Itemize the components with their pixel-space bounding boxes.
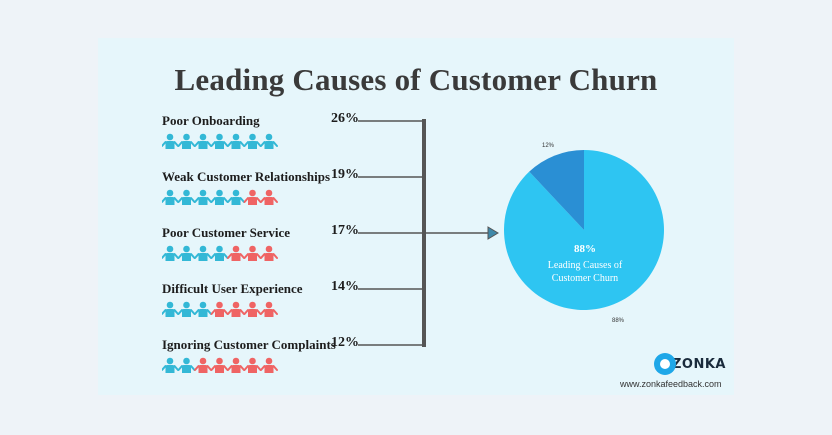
pie-center-label: 88% Leading Causes of Customer Churn	[530, 243, 640, 285]
pie-slice-label-minor: 12%	[542, 143, 555, 149]
brand-logo: ZONKA	[654, 353, 726, 375]
person-icon-red	[210, 301, 229, 317]
logo-text: ZONKA	[672, 356, 726, 372]
person-icon-blue	[260, 133, 278, 149]
website-url: www.zonkafeedback.com	[620, 379, 722, 389]
cause-label: Difficult User Experience	[162, 281, 303, 296]
person-icon-blue	[194, 133, 212, 149]
person-icon-blue	[177, 133, 196, 149]
person-icon-blue	[210, 189, 229, 205]
person-icon-blue	[162, 189, 179, 205]
person-icon-red	[260, 245, 278, 261]
person-icon-blue	[162, 301, 179, 317]
pie-center-text-line-1: Leading Causes of	[547, 260, 623, 271]
arrow-head-icon	[487, 226, 499, 240]
person-icon-red	[260, 189, 278, 205]
people-icons	[162, 357, 278, 373]
person-icon-blue	[194, 301, 212, 317]
person-icon-blue	[227, 189, 245, 205]
cause-percentage: 17%	[331, 223, 359, 238]
cause-percentage: 26%	[331, 111, 359, 126]
people-icons	[162, 245, 278, 261]
pie-center-text-line-2: Customer Churn	[551, 273, 619, 284]
cause-percentage: 14%	[331, 279, 359, 294]
person-icon-blue	[162, 357, 179, 373]
person-icon-red	[243, 357, 262, 373]
zonka-logo-icon	[654, 353, 676, 375]
person-icon-red	[227, 301, 245, 317]
people-icons	[162, 189, 278, 205]
person-icon-blue	[162, 245, 179, 261]
cause-label: Ignoring Customer Complaints	[162, 337, 336, 352]
person-icon-red	[260, 301, 278, 317]
person-icon-blue	[227, 133, 245, 149]
pie-center-value: 88%	[574, 243, 596, 255]
person-icon-blue	[194, 189, 212, 205]
person-icon-red	[243, 245, 262, 261]
chart-title: Leading Causes of Customer Churn	[174, 62, 658, 97]
person-icon-red	[243, 301, 262, 317]
person-icon-blue	[177, 357, 196, 373]
person-icon-blue	[210, 245, 229, 261]
person-icon-red	[243, 189, 262, 205]
people-icons	[162, 133, 278, 149]
person-icon-red	[227, 245, 245, 261]
person-icon-blue	[177, 245, 196, 261]
person-icon-blue	[194, 245, 212, 261]
pie-slice	[529, 150, 584, 230]
person-icon-blue	[177, 189, 196, 205]
cause-label: Poor Customer Service	[162, 225, 291, 240]
cause-label: Poor Onboarding	[162, 113, 260, 128]
person-icon-red	[210, 357, 229, 373]
person-icon-blue	[177, 301, 196, 317]
person-icon-red	[194, 357, 212, 373]
person-icon-red	[227, 357, 245, 373]
cause-percentage: 12%	[331, 335, 359, 350]
person-icon-blue	[162, 133, 179, 149]
cause-label: Weak Customer Relationships	[162, 169, 331, 184]
people-icons	[162, 301, 278, 317]
cause-percentage: 19%	[331, 167, 359, 182]
person-icon-blue	[210, 133, 229, 149]
pie-slice-label-main: 88%	[612, 318, 625, 324]
person-icon-blue	[243, 133, 262, 149]
person-icon-red	[260, 357, 278, 373]
